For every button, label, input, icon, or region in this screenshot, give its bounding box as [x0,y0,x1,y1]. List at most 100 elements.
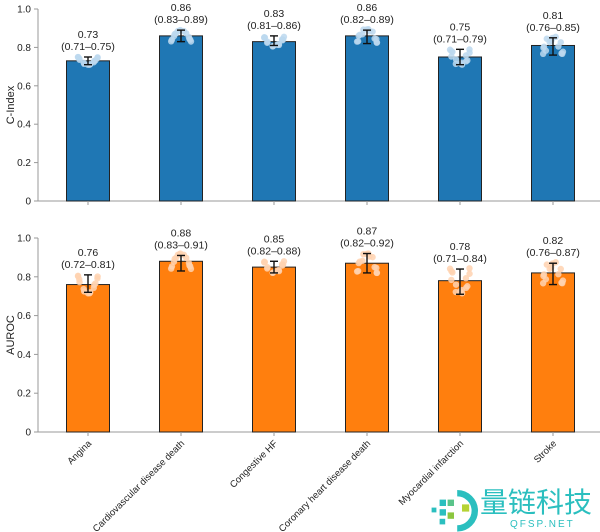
data-label: 0.73 [78,29,99,41]
y-tick-label: 1.0 [17,5,31,16]
data-label: 0.75 [450,21,471,33]
bootstrap-point [448,53,455,60]
watermark-site: QFSP.NET [510,519,575,530]
data-label: 0.86 [171,2,192,14]
y-tick-label: 0.6 [17,81,31,92]
bar-congestive-hf [252,41,296,202]
y-tick-label: 0.8 [17,272,31,283]
bar-coronary-heart-disease-death [345,35,389,202]
y-axis-label: AUROC [5,315,17,355]
ci-label: (0.82–0.89) [340,14,394,26]
bootstrap-point [76,278,83,286]
bootstrap-point [559,280,566,287]
bootstrap-point [539,280,547,287]
x-tick-label: Cardiovascular disease death [91,438,187,532]
ci-label: (0.82–0.92) [340,238,394,250]
bootstrap-point [539,50,547,58]
bootstrap-point [373,269,381,277]
bootstrap-point [275,40,282,48]
bootstrap-point [264,38,271,45]
bootstrap-point [448,276,455,284]
y-axis-label: C-Index [5,85,17,124]
bootstrap-point [452,56,460,63]
bootstrap-point [373,39,381,46]
bar-coronary-heart-disease-death [345,262,389,433]
bar-myocardial-infarction [438,280,482,433]
x-tick-label: Coronary heart disease death [277,438,373,532]
bar-stroke [531,44,575,202]
bootstrap-point [186,263,194,270]
bootstrap-point [168,36,176,43]
y-tick-label: 0.4 [17,120,31,131]
bootstrap-point [172,254,180,262]
ci-label: (0.71–0.75) [61,41,115,53]
watermark-logo: 量链科技 QFSP.NET [430,488,600,532]
panel-c-index: 0 0.2 0.4 0.6 0.8 1.0 C-Index 0.73(0.71–0.75) 0.… [5,2,600,208]
ci-label: (0.72–0.81) [61,259,115,271]
ci-label: (0.76–0.85) [526,22,580,34]
bootstrap-point [452,60,460,68]
y-tick-label: 0 [25,197,31,208]
bootstrap-point [356,258,363,265]
bootstrap-point [261,34,268,41]
bootstrap-point [462,58,470,65]
y-tick-label: 0 [25,428,31,439]
bootstrap-point [462,275,470,282]
bootstrap-point [74,272,82,280]
bootstrap-point [74,53,82,61]
bootstrap-point [452,281,460,288]
bootstrap-point [466,265,473,272]
y-tick-label: 0.6 [17,311,31,322]
data-label: 0.83 [264,8,285,20]
bootstrap-point [540,271,548,278]
data-label: 0.82 [543,235,564,247]
data-label: 0.88 [171,227,192,239]
bar-congestive-hf [252,266,296,433]
data-label: 0.81 [543,10,564,22]
bootstrap-point [557,265,564,273]
bar-angina [66,284,110,433]
bootstrap-point [540,43,548,50]
bootstrap-point [546,265,553,272]
x-tick-label: Stroke [532,438,559,465]
bootstrap-point [466,49,473,56]
bootstrap-point [172,30,180,37]
y-tick-label: 0.8 [17,43,31,54]
bootstrap-point [91,57,98,65]
ci-label: (0.83–0.91) [154,239,208,251]
ci-label: (0.76–0.87) [526,247,580,259]
bar-angina [66,60,110,202]
ci-label: (0.81–0.86) [247,20,301,32]
ci-label: (0.83–0.89) [154,14,208,26]
data-label: 0.76 [78,247,99,259]
logo-mark-icon [431,490,478,532]
bootstrap-point [261,258,268,265]
bootstrap-point [264,264,271,271]
bootstrap-point [186,36,194,43]
data-label: 0.78 [450,241,471,253]
ci-label: (0.82–0.88) [247,245,301,257]
watermark-text: 量链科技 [480,486,593,519]
bootstrap-point [356,31,363,38]
bootstrap-point [279,262,286,269]
data-label: 0.85 [264,233,285,245]
bootstrap-point [559,50,566,58]
bar-cardiovascular-disease-death [159,35,203,202]
ci-label: (0.71–0.84) [433,253,487,265]
bootstrap-point [168,263,176,270]
bootstrap-point [448,47,455,55]
bar-stroke [531,272,575,433]
bootstrap-point [462,284,470,292]
bootstrap-point [466,270,473,277]
x-tick-label: Congestive HF [228,438,280,490]
y-tick-label: 0.2 [17,158,31,169]
bootstrap-point [353,268,361,275]
bootstrap-point [353,38,361,45]
bootstrap-point [269,43,276,50]
x-tick-label: Angina [65,438,94,467]
y-tick-label: 1.0 [17,234,31,245]
data-label: 0.86 [357,2,378,14]
data-label: 0.87 [357,226,378,238]
bar-myocardial-infarction [438,56,482,202]
